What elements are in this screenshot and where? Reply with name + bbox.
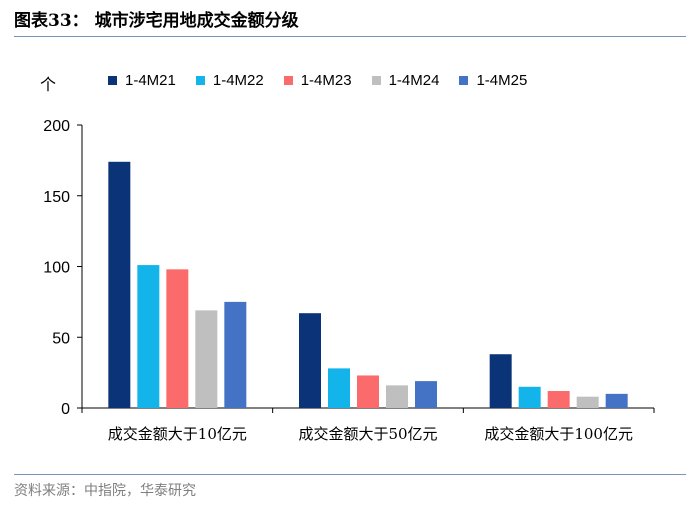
bar: [299, 313, 321, 408]
legend-item: 1-4M24: [371, 72, 440, 89]
legend-swatch: [283, 76, 293, 85]
y-tick-label: 0: [61, 401, 70, 418]
legend-item: 1-4M21: [108, 72, 176, 89]
y-tick-label: 50: [52, 330, 70, 347]
bar: [386, 385, 408, 408]
source-note: 资料来源：中指院，华泰研究: [14, 483, 196, 499]
legend-swatch: [459, 76, 469, 85]
bar: [605, 393, 628, 408]
legend-label: 1-4M23: [300, 72, 352, 89]
bar: [357, 375, 379, 408]
x-tick-label: 成交金额大于100亿元: [484, 425, 633, 443]
bar: [137, 265, 160, 408]
x-tick-label: 成交金额大于50亿元: [298, 425, 437, 443]
legend-swatch: [108, 76, 117, 85]
x-tick-label: 成交金额大于10亿元: [108, 425, 247, 443]
legend-item: 1-4M25: [459, 72, 527, 89]
legend-swatch: [195, 76, 205, 85]
chart-title: 图表33： 城市涉宅用地成交金额分级: [14, 11, 299, 31]
bar: [489, 354, 512, 408]
bar: [547, 391, 570, 408]
y-tick-label: 200: [43, 118, 70, 135]
legend-swatch: [371, 76, 381, 85]
bar: [576, 396, 599, 408]
title-divider: [14, 36, 686, 37]
y-tick-label: 100: [43, 260, 70, 277]
y-axis-unit-label: 个: [40, 75, 57, 94]
bar: [166, 269, 189, 408]
y-tick-label: 150: [43, 189, 70, 206]
bar: [328, 368, 350, 408]
bar: [415, 381, 437, 408]
legend-label: 1-4M25: [476, 72, 528, 89]
legend-label: 1-4M24: [388, 72, 440, 89]
legend-label: 1-4M22: [212, 72, 264, 89]
bar: [108, 161, 131, 408]
legend-label: 1-4M21: [125, 72, 176, 89]
source-divider: [14, 474, 686, 475]
legend-item: 1-4M23: [283, 72, 352, 89]
bar: [195, 310, 218, 408]
bar: [518, 386, 541, 408]
bar: [224, 301, 247, 408]
chart-legend: 1-4M21 1-4M22 1-4M23 1-4M24 1-4M25: [108, 72, 527, 89]
legend-item: 1-4M22: [195, 72, 264, 89]
